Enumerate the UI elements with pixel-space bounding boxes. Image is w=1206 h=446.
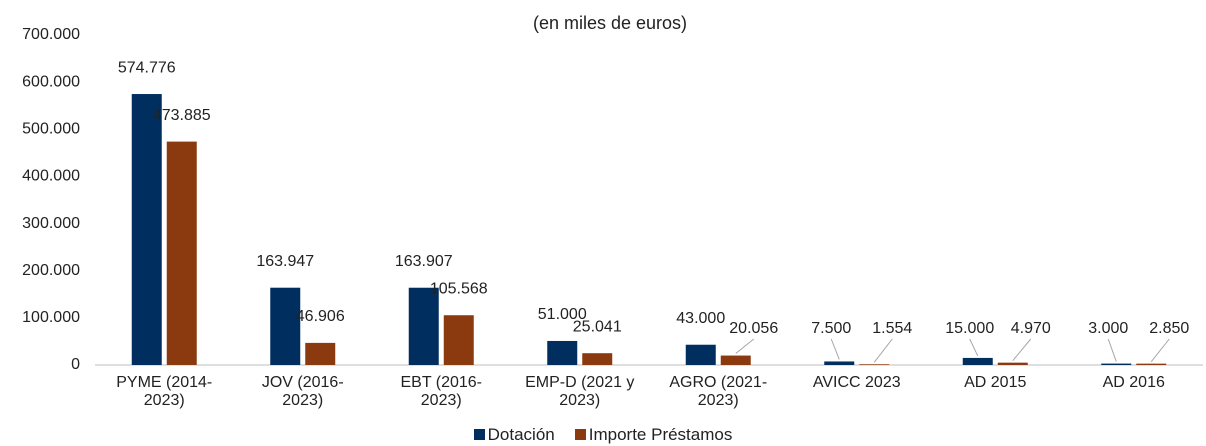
bar: [962, 357, 993, 365]
legend-item: Importe Préstamos: [574, 425, 733, 445]
bar: [997, 362, 1028, 365]
legend-swatch: [574, 429, 586, 440]
x-tick-label: EBT (2016-2023): [400, 374, 483, 409]
bar: [305, 342, 336, 365]
bar: [720, 355, 751, 365]
data-label: 43.000: [676, 310, 725, 327]
x-tick-label: AD 2016: [1102, 374, 1165, 391]
data-label: 7.500: [811, 320, 851, 337]
x-tick-label: AD 2015: [964, 374, 1027, 391]
y-tick-label: 300.000: [22, 215, 80, 232]
leader-line: [1012, 338, 1032, 361]
y-tick-label: 600.000: [22, 73, 80, 90]
y-tick-label: 400.000: [22, 168, 80, 185]
leader-line: [830, 338, 840, 360]
y-tick-label: 0: [71, 356, 80, 373]
x-tick-label: AVICC 2023: [812, 374, 901, 391]
leader-line: [1150, 338, 1170, 362]
y-tick-label: 200.000: [22, 262, 80, 279]
leader-line: [1107, 338, 1117, 362]
leader-line: [969, 338, 979, 357]
bar: [582, 353, 613, 365]
legend-item: Dotación: [473, 425, 555, 445]
bar: [824, 361, 855, 365]
bar: [1136, 363, 1167, 365]
bar: [859, 364, 890, 365]
data-label: 15.000: [945, 320, 994, 337]
x-tick-label: JOV (2016-2023): [261, 374, 344, 409]
bar: [685, 344, 716, 365]
legend-swatch: [473, 429, 485, 440]
data-label: 51.000: [538, 306, 587, 323]
data-label: 574.776: [118, 59, 176, 76]
data-label: 4.970: [1011, 320, 1051, 337]
bar: [131, 94, 162, 365]
legend-label: Dotación: [487, 425, 555, 444]
y-tick-label: 700.000: [22, 26, 80, 43]
bar: [166, 141, 197, 365]
data-label: 1.554: [872, 320, 912, 337]
leader-line: [735, 338, 755, 354]
legend: Dotación Importe Préstamos: [0, 425, 1206, 445]
y-tick-label: 500.000: [22, 121, 80, 138]
data-label: 20.056: [729, 320, 778, 337]
data-label: 2.850: [1149, 320, 1189, 337]
data-label: 163.947: [256, 253, 314, 270]
bar: [547, 340, 578, 365]
chart-title: (en miles de euros): [533, 13, 687, 33]
data-label: 163.907: [395, 253, 453, 270]
data-label: 46.906: [296, 308, 345, 325]
bar: [443, 315, 474, 365]
bar: [408, 287, 439, 365]
y-tick-label: 100.000: [22, 309, 80, 326]
bar: [1101, 363, 1132, 365]
x-tick-label: PYME (2014-2023): [116, 374, 213, 409]
x-tick-label: EMP-D (2021 y 2023): [525, 374, 635, 409]
data-label: 105.568: [430, 280, 488, 297]
data-label: 25.041: [573, 318, 622, 335]
legend-label: Importe Préstamos: [588, 425, 733, 444]
x-tick-label: AGRO (2021-2023): [669, 374, 768, 409]
data-label: 473.885: [153, 107, 211, 124]
bar: [270, 287, 301, 365]
leader-line: [873, 338, 893, 363]
data-label: 3.000: [1088, 320, 1128, 337]
